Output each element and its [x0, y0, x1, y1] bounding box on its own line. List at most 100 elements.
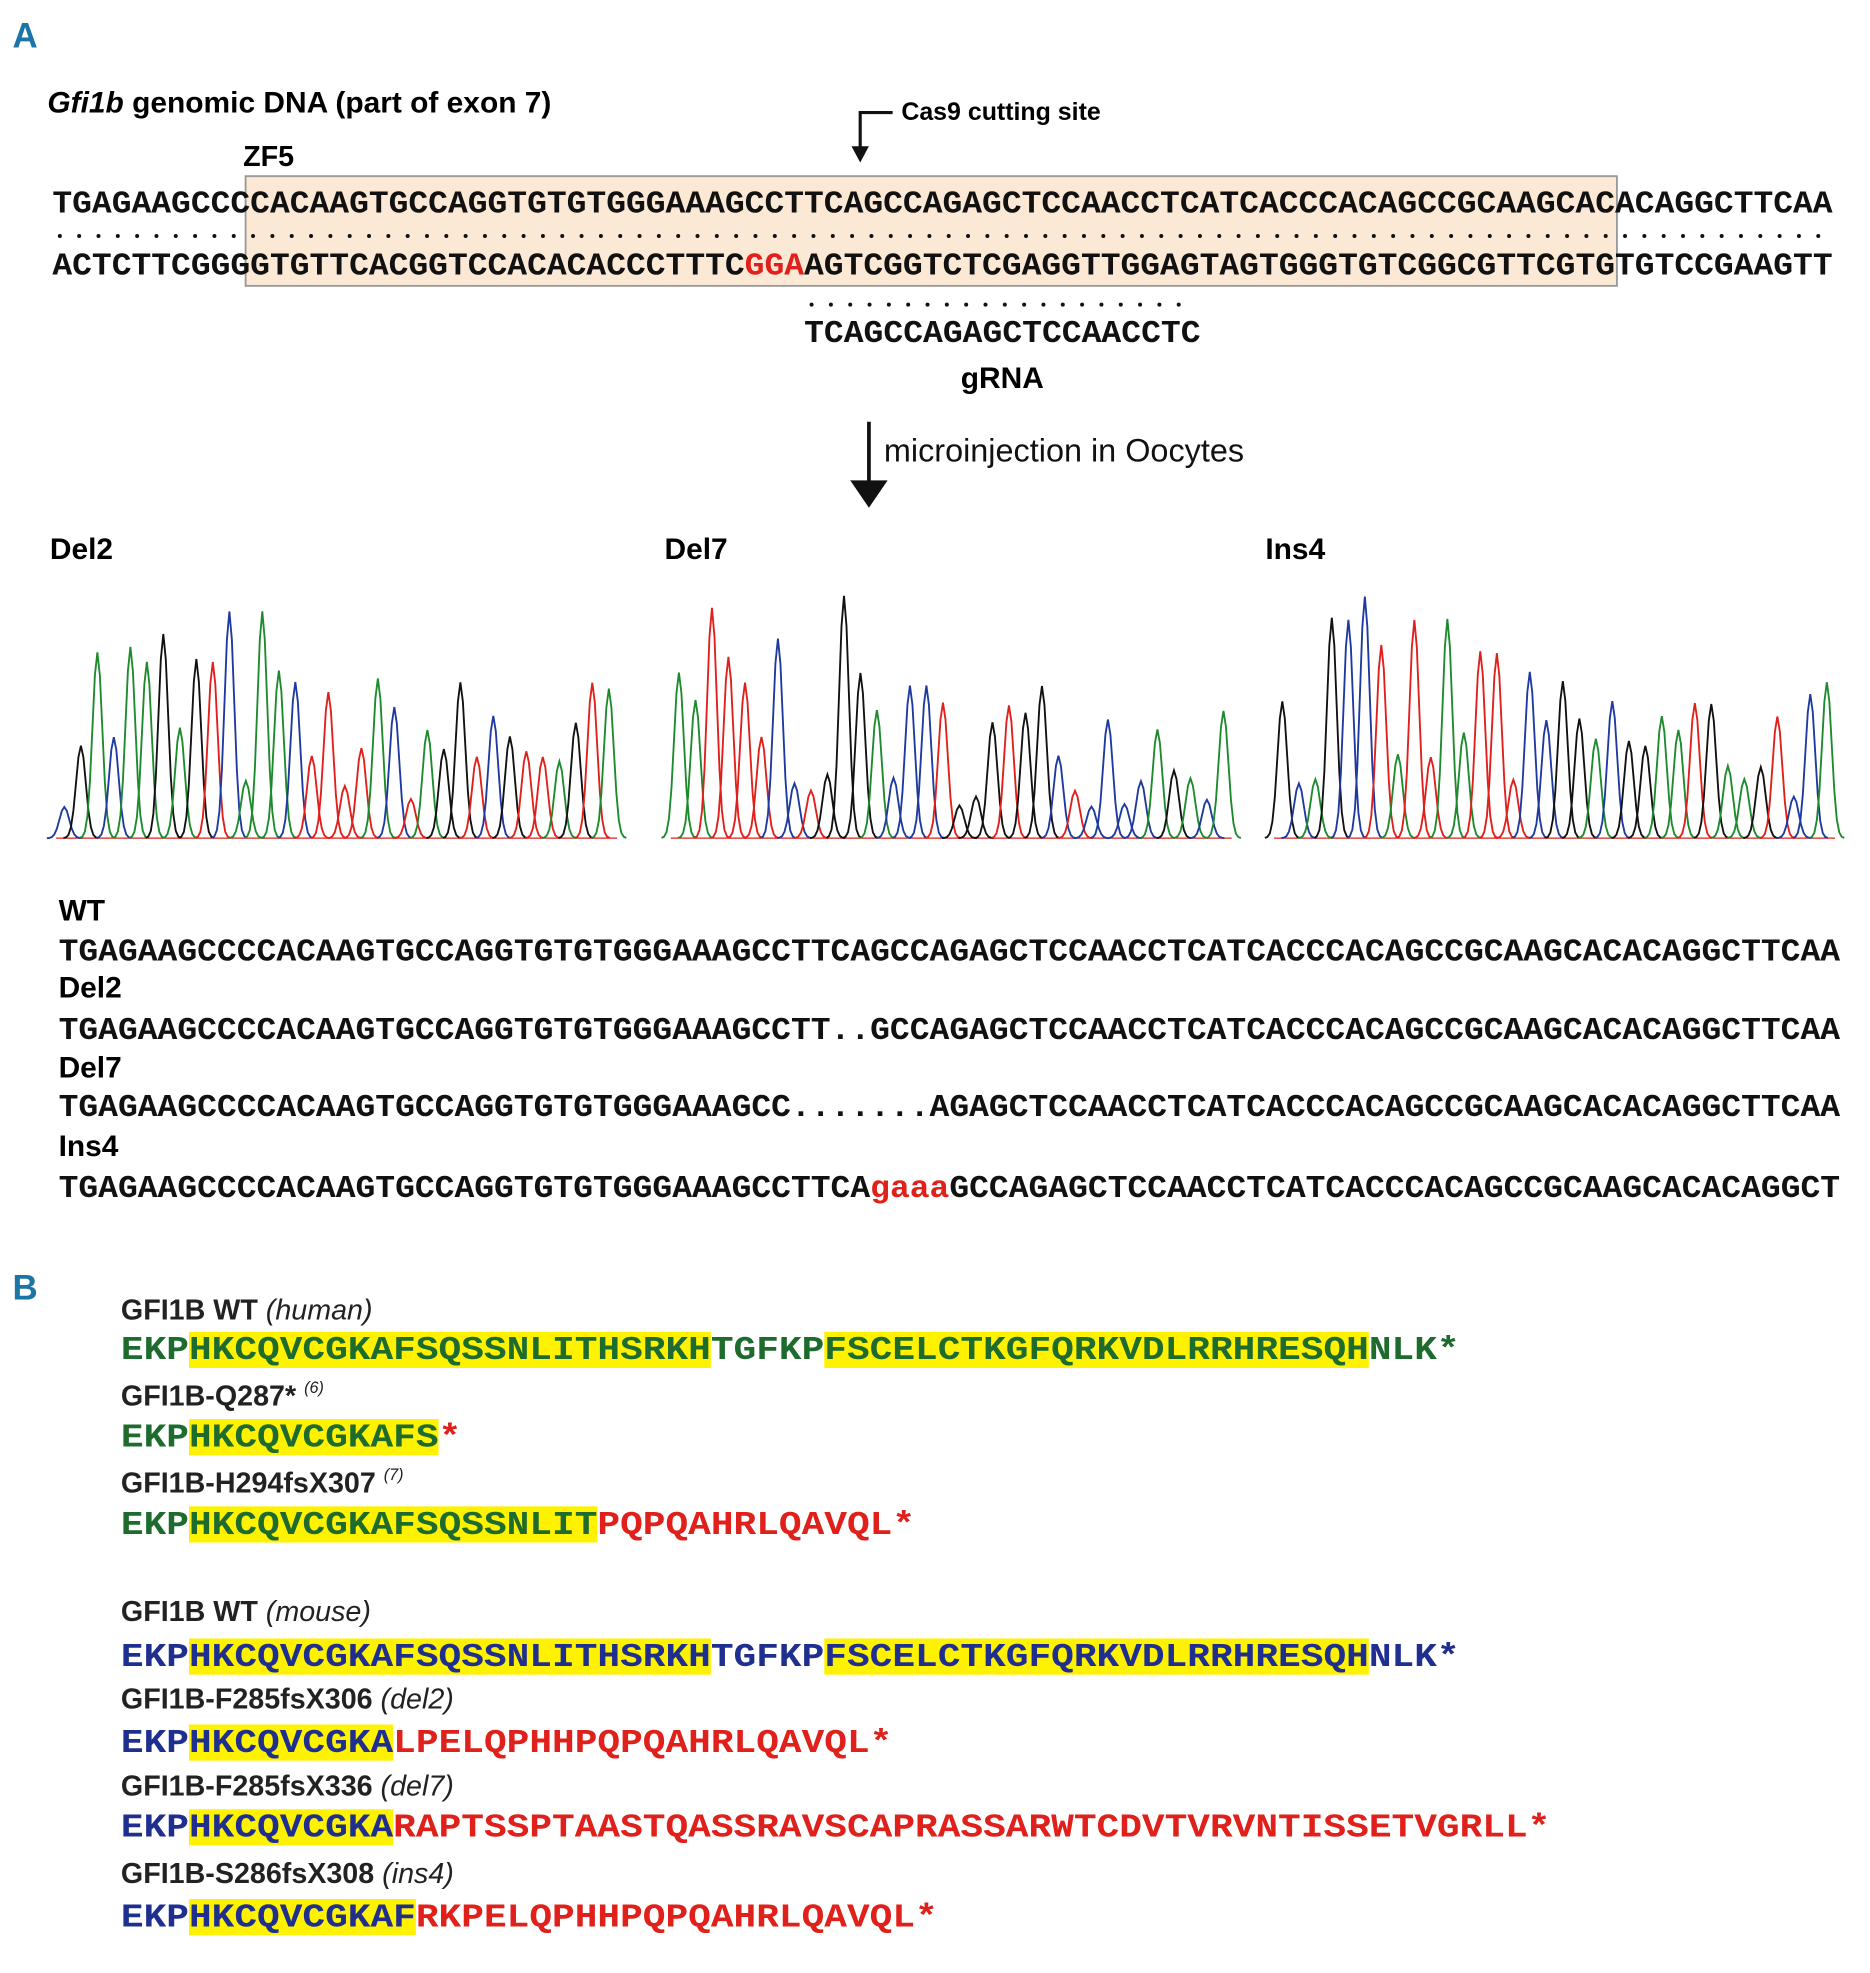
trace-peak [826, 595, 862, 839]
sequence-segment: TGAGAAGCCCCACAAGTGCCAGGTGTGTGGGAAAGCCTT.… [59, 1014, 1841, 1049]
dot [212, 234, 217, 239]
trace-peak [1057, 788, 1093, 839]
protein-segment: HKCQVCGKAFSQSSNLITHSRKH [189, 1639, 711, 1677]
trace-peak [892, 685, 928, 839]
pairing-dots [57, 234, 1821, 307]
trace-peak [1644, 715, 1680, 839]
trace-peak [525, 756, 561, 839]
dot [270, 234, 275, 239]
trace-peak [908, 685, 945, 839]
sequence-segment: TGAGAAGCCCCACAAGTGCCAGGTGTGTGGGAAAGCC...… [59, 1091, 1841, 1126]
dot [867, 302, 872, 307]
trace-peak [1363, 644, 1400, 839]
dot [753, 234, 758, 239]
dot [424, 234, 429, 239]
dot [1565, 234, 1570, 239]
dot [1060, 302, 1065, 307]
variant-name: GFI1B-F285fsX336 [121, 1771, 373, 1803]
strand-segment: GGA [745, 250, 805, 285]
trace-peak [1281, 780, 1317, 839]
protein-segment: HKCQVCGKAFSQSSNLITHSRKH [189, 1332, 711, 1370]
dot [809, 302, 814, 307]
sequence-segment: TGAGAAGCCCCACAAGTGCCAGGTGTGTGGGAAAGCCTTC… [59, 1172, 871, 1207]
dot [1584, 234, 1589, 239]
protein-segment: * [439, 1420, 462, 1458]
trace-peak [1106, 802, 1143, 840]
trace-peak [991, 705, 1027, 839]
variant-space [376, 1468, 384, 1500]
dot [1661, 234, 1666, 239]
trace-peak [1024, 685, 1060, 839]
cut-site-label: Cas9 cutting site [901, 98, 1101, 126]
step-label: microinjection in Oocytes [884, 433, 1244, 469]
trace-peak [694, 607, 730, 839]
trace-peak [941, 803, 977, 840]
trace-peak [1710, 762, 1746, 839]
dot [540, 234, 545, 239]
title-gene: Gfi1b [47, 87, 123, 120]
variant-ref: (7) [384, 1466, 404, 1484]
allele-name: Del7 [59, 1052, 122, 1085]
trace-peak [1726, 776, 1762, 839]
protein-segment: EKP [121, 1420, 189, 1458]
trace-peak [228, 778, 264, 839]
variant-space [374, 1858, 382, 1890]
variant-name: GFI1B-H294fsX307 [121, 1468, 376, 1500]
variant-name: GFI1B WT [121, 1294, 258, 1326]
dot [850, 234, 855, 239]
allele-sequence: TGAGAAGCCCCACAAGTGCCAGGTGTGTGGGAAAGCCTTC… [59, 935, 1841, 970]
dot [1468, 234, 1473, 239]
dot [830, 234, 835, 239]
trace-peak [1446, 732, 1482, 839]
trace-peak [1743, 763, 1779, 839]
dot [1816, 234, 1821, 239]
trace-label: Del7 [664, 533, 727, 566]
cut-site-bracket [858, 111, 893, 150]
dot [985, 234, 990, 239]
trace-peak [1073, 804, 1110, 840]
dot [1738, 234, 1743, 239]
protein-segment: NLK* [1369, 1332, 1460, 1370]
dot [579, 234, 584, 239]
trace-peak [1677, 702, 1713, 839]
dot [1700, 234, 1705, 239]
trace-peak [925, 702, 961, 839]
protein-segment: EKP [121, 1639, 189, 1677]
protein-segment: RAPTSSPTAASTQASSRAVSCAPRASSARWTCDVTVRVNT… [393, 1810, 1550, 1848]
trace-peak [710, 656, 747, 839]
dot [96, 234, 101, 239]
variant-label: GFI1B-F285fsX336 (del7) [121, 1771, 454, 1803]
protein-segment: HKCQVCGKA [189, 1725, 394, 1763]
dot [521, 234, 526, 239]
dot [463, 234, 468, 239]
trace-peak [112, 646, 149, 839]
arrow-head [851, 146, 869, 163]
variant-label: GFI1B-Q287* (6) [121, 1379, 324, 1412]
dot [1157, 302, 1162, 307]
title-text: genomic DNA (part of exon 7) [124, 87, 552, 120]
dot [1719, 234, 1724, 239]
trace-peak [1809, 682, 1845, 839]
dot [193, 234, 198, 239]
trace-peak [1759, 716, 1796, 839]
dot [1176, 302, 1181, 307]
grna-label: gRNA [961, 362, 1044, 395]
trace-peak [393, 796, 429, 840]
trace-peak [145, 633, 182, 839]
variant-space [258, 1596, 266, 1628]
trace-peak [541, 757, 578, 839]
protein-segment: TGFKP [711, 1639, 824, 1677]
trace-peak [294, 755, 330, 839]
dot [1487, 234, 1492, 239]
trace-peak [1346, 596, 1383, 839]
variant-space [258, 1294, 266, 1326]
dot [1526, 234, 1531, 239]
trace-peak [277, 681, 314, 839]
variant-label: GFI1B-F285fsX306 (del2) [121, 1683, 454, 1715]
allele-name: Del2 [59, 972, 122, 1005]
dot [925, 302, 930, 307]
trace-peak [1264, 701, 1301, 839]
trace-peak [1189, 797, 1225, 840]
dot [1004, 234, 1009, 239]
trace-peak [1380, 754, 1416, 839]
